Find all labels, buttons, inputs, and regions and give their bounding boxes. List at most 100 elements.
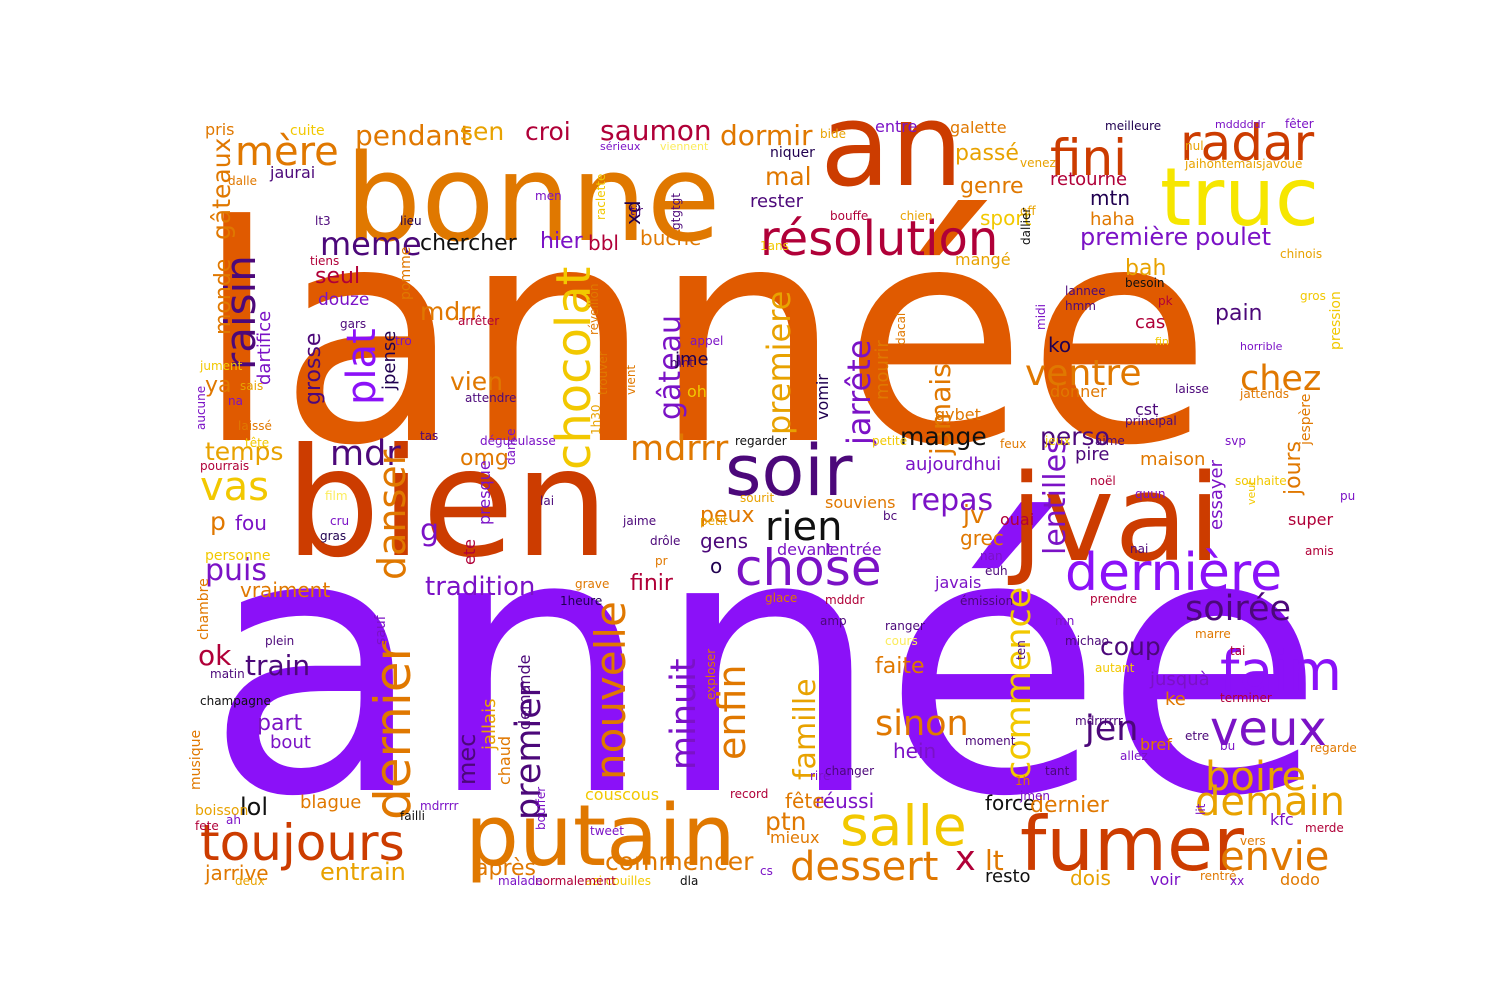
cloud-word-malade: malade [498, 874, 543, 888]
cloud-word-grosse: grosse [301, 333, 326, 405]
cloud-word-tro: tro [395, 334, 412, 348]
cloud-word-gros: gros [1300, 289, 1326, 303]
cloud-word-jespere: jespère [1298, 394, 1314, 446]
cloud-word-amis: amis [1305, 544, 1334, 558]
cloud-word-vomir: vomir [813, 374, 832, 420]
cloud-word-ete: ete [460, 539, 479, 565]
cloud-word-pomme: pomme [398, 247, 414, 300]
cloud-word-lannee: lannee [1065, 284, 1106, 298]
cloud-word-dessert: dessert [790, 844, 938, 890]
cloud-word-raisin: raisin [216, 255, 265, 370]
cloud-word-hier: hier [540, 229, 584, 254]
cloud-word-chocolat: chocolat [546, 266, 602, 470]
cloud-word-bouffe: bouffe [830, 209, 868, 223]
cloud-word-normalement: normalement [535, 874, 616, 888]
cloud-word-nul: nul [1185, 139, 1204, 153]
cloud-word-faite: faite [875, 654, 925, 679]
cloud-word-degueulasse: dégueulasse [480, 434, 556, 448]
cloud-word-1h30: 1h30 [589, 404, 603, 435]
cloud-word-mere: mère [235, 129, 339, 175]
cloud-word-lannee: lannée [195, 162, 1212, 511]
cloud-word-changer: changer [825, 764, 874, 778]
cloud-word-marre: marre [1195, 627, 1231, 641]
cloud-word-lai: lai [540, 494, 554, 508]
cloud-word-jument: jument [199, 359, 243, 373]
cloud-word-dodo: dodo [1280, 870, 1320, 889]
cloud-word-pu: pu [1340, 489, 1355, 503]
cloud-word-voir: voir [1150, 870, 1181, 889]
cloud-word-commence: commence [999, 587, 1039, 780]
cloud-word-prendre: prendre [1090, 592, 1137, 606]
cloud-word-1h: 1h [1015, 774, 1030, 788]
cloud-word-chercher: chercher [420, 231, 518, 256]
cloud-word-chose: chose [735, 539, 882, 597]
cloud-word-mal: mal [765, 162, 812, 191]
cloud-word-salle: salle [840, 794, 967, 858]
cloud-word-niquer: niquer [770, 145, 815, 161]
cloud-word-cst: cst [1135, 400, 1158, 419]
cloud-word-vient: vient [624, 365, 638, 395]
cloud-word-mnt: mnt [670, 356, 694, 370]
cloud-word-maison: maison [1140, 449, 1205, 470]
cloud-word-appel: appel [690, 334, 723, 348]
cloud-word-croi: croi [525, 117, 571, 146]
cloud-word-off: off [1020, 204, 1036, 218]
cloud-word-michao: michao [1065, 634, 1109, 648]
cloud-word-premiere: premiere [760, 291, 798, 435]
cloud-word-bref: bref [1140, 735, 1172, 754]
cloud-word-xd: xd [621, 200, 645, 225]
cloud-word-petit: petit [700, 514, 728, 528]
cloud-word-grave: grave [575, 577, 609, 591]
cloud-word-lit: lit [1194, 803, 1208, 815]
cloud-word-monde: monde [211, 259, 236, 335]
cloud-word-quun: quun [1135, 487, 1165, 501]
cloud-word-sinon: sinon [875, 704, 969, 744]
cloud-word-force: force [985, 791, 1035, 815]
cloud-word-bu: bu [1220, 739, 1235, 753]
cloud-word-jen: jen [1084, 709, 1138, 749]
cloud-word-jpense: jpense [379, 331, 400, 391]
cloud-word-seul: seul [315, 264, 360, 289]
cloud-word-sport: sport [980, 206, 1032, 230]
cloud-word-amp: amp [820, 614, 847, 628]
cloud-word-serieux: sérieux [600, 140, 641, 153]
cloud-word-famille: famille [788, 678, 823, 780]
cloud-word-annee: année [205, 456, 1325, 875]
cloud-word-attendre: attendre [465, 391, 516, 405]
cloud-word-mieux: mieux [770, 828, 819, 847]
cloud-word-nouvelle: nouvelle [586, 601, 635, 780]
cloud-word-meme: meme [320, 225, 422, 263]
cloud-word-an: an [820, 79, 963, 213]
cloud-word-sen: sen [460, 117, 504, 146]
cloud-word-fin: fin [1155, 335, 1169, 348]
cloud-word-jmen: jmen [1019, 789, 1050, 803]
cloud-word-part: part [257, 711, 302, 736]
cloud-word-bout: bout [270, 732, 311, 753]
cloud-word-chinois: chinois [1280, 247, 1322, 261]
cloud-word-jusqua: jusquà [1149, 669, 1210, 690]
cloud-word-ah: ah [226, 813, 241, 827]
cloud-word-ke: ke [1165, 689, 1186, 710]
cloud-word-ko: ko [1048, 333, 1071, 357]
cloud-word-tas: tas [420, 429, 438, 443]
cloud-word-mec: mec [453, 734, 481, 785]
cloud-word-venez: venez [1020, 156, 1056, 170]
cloud-word-tradition: tradition [425, 572, 535, 602]
cloud-word-mdddddr: mdddddr [1215, 118, 1266, 131]
cloud-word-glace: glace [765, 591, 797, 605]
cloud-word-reussi: réussi [815, 789, 874, 813]
cloud-word-demande: demande [515, 654, 534, 730]
cloud-word-toujours: toujours [200, 814, 405, 872]
cloud-word-devant: devant [777, 540, 833, 559]
cloud-word-dormir: dormir [720, 119, 813, 152]
cloud-word-donner: donner [1050, 382, 1107, 401]
cloud-word-mdrrrr: mdrrrr [420, 799, 458, 813]
cloud-word-couscous: couscous [585, 785, 659, 804]
cloud-word-lt3: lt3 [315, 214, 331, 228]
cloud-word-boire: boire [1205, 754, 1306, 800]
cloud-word-emission: émission [960, 594, 1013, 608]
cloud-word-sauf: sauf [373, 614, 389, 645]
cloud-word-allez: allez [1120, 749, 1148, 763]
cloud-word-lieu: lieu [400, 214, 422, 228]
cloud-word-tiens: tiens [310, 254, 339, 268]
